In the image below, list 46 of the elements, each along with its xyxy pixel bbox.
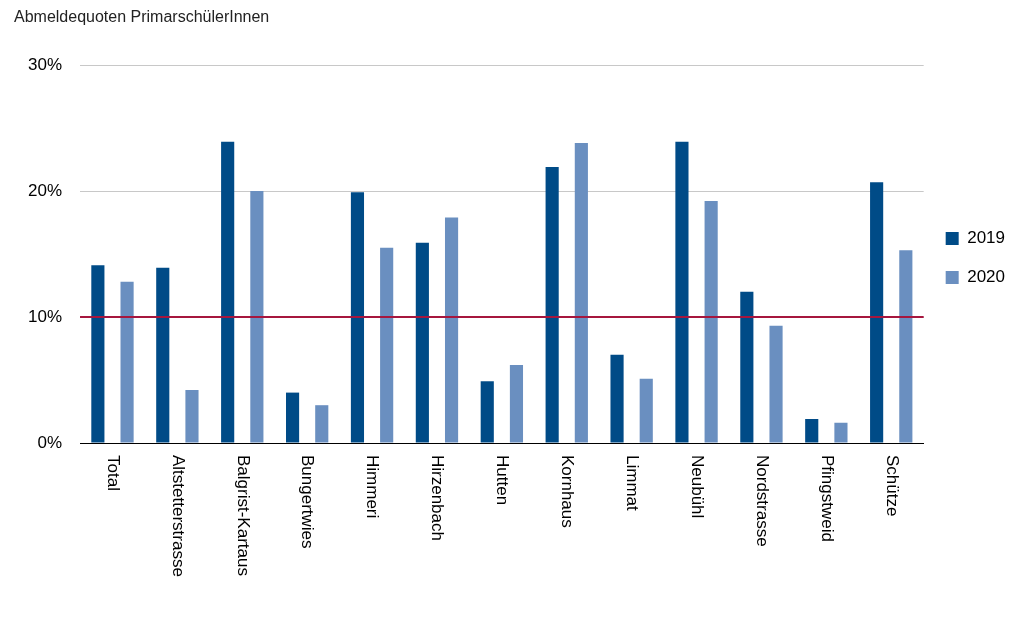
bar xyxy=(120,281,134,443)
bar xyxy=(480,381,494,443)
bar xyxy=(899,250,913,443)
bar xyxy=(315,405,329,443)
bar xyxy=(610,354,624,443)
x-tick-label: Limmat xyxy=(622,455,642,512)
bar xyxy=(185,390,199,443)
x-tick-label: Hutten xyxy=(493,455,513,506)
y-tick-label: 20% xyxy=(27,180,63,200)
x-tick-label: Total xyxy=(103,455,123,491)
bar xyxy=(250,191,264,443)
bar xyxy=(545,167,559,443)
bar xyxy=(675,141,689,443)
bar xyxy=(156,267,170,443)
bar xyxy=(350,192,365,443)
x-tick-label: Schütze xyxy=(882,455,902,517)
y-tick-label: 30% xyxy=(27,54,63,74)
x-tick-label: Bungertwies xyxy=(298,455,318,549)
bar xyxy=(221,141,235,443)
chart-title: Abmeldequoten PrimarschülerInnen xyxy=(14,8,270,26)
bar xyxy=(769,325,783,443)
bar xyxy=(285,392,300,443)
bar xyxy=(740,291,754,443)
x-tick-label: Altstetterstrasse xyxy=(168,455,188,577)
bar xyxy=(91,265,105,443)
legend-label: 2020 xyxy=(967,267,1006,287)
y-tick-label: 0% xyxy=(37,432,63,452)
bar xyxy=(444,217,459,443)
bar xyxy=(380,247,394,443)
bar xyxy=(574,143,588,443)
x-tick-label: Nordstrasse xyxy=(752,455,772,547)
bar xyxy=(415,242,429,443)
y-tick-label: 10% xyxy=(27,306,63,326)
x-tick-label: Balgrist-Kartaus xyxy=(233,455,253,576)
bar xyxy=(639,378,653,443)
legend-label: 2019 xyxy=(967,228,1006,248)
x-tick-label: Hirzenbach xyxy=(428,455,448,541)
bar xyxy=(509,364,524,443)
bar xyxy=(834,422,848,443)
bar xyxy=(870,182,884,443)
x-tick-label: Neubühl xyxy=(687,455,707,519)
x-tick-label: Kornhaus xyxy=(558,455,578,528)
x-tick-label: Himmeri xyxy=(363,455,383,519)
x-tick-label: Pfingstweid xyxy=(817,455,837,542)
bar xyxy=(704,201,718,443)
bar xyxy=(805,419,819,443)
